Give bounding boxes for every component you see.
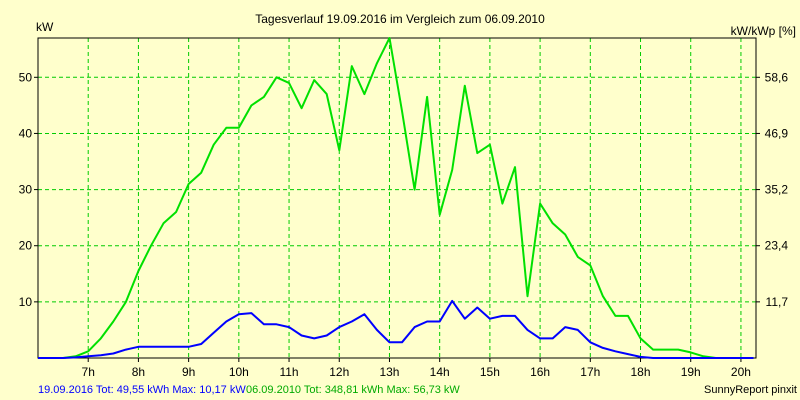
x-tick-label: 18h bbox=[631, 365, 651, 379]
y-axis-label-right: kW/kWp [%] bbox=[731, 24, 796, 38]
y-tick-label-left: 30 bbox=[19, 183, 33, 197]
x-tick-label: 12h bbox=[329, 365, 349, 379]
y-tick-label-left: 10 bbox=[19, 295, 33, 309]
x-tick-label: 9h bbox=[182, 365, 195, 379]
x-tick-label: 11h bbox=[279, 365, 298, 379]
credit-text: SunnyReport pinxit bbox=[704, 384, 797, 396]
y-axis-label-left: kW bbox=[36, 20, 54, 34]
x-tick-label: 14h bbox=[430, 365, 450, 379]
legend-green-series: 06.09.2010 Tot: 348,81 kWh Max: 56,73 kW bbox=[246, 384, 460, 396]
grid-lines bbox=[38, 38, 756, 358]
y-tick-label-right: 58,6 bbox=[765, 70, 789, 84]
series-line-green bbox=[38, 37, 754, 359]
x-tick-label: 17h bbox=[580, 365, 600, 379]
tick-labels: 7h 8h 9h 10h 11h 12h 13h 14h 15h 16h 17h 18h 19h 20h 1… bbox=[19, 70, 789, 379]
y-tick-label-right: 11,7 bbox=[766, 295, 789, 309]
x-tick-label: 15h bbox=[480, 365, 500, 379]
x-tick-label: 13h bbox=[379, 365, 399, 379]
chart-title: Tagesverlauf 19.09.2016 im Vergleich zum… bbox=[255, 12, 545, 26]
plot-area-border bbox=[37, 37, 757, 359]
x-tick-label: 16h bbox=[530, 365, 550, 379]
y-tick-label-left: 20 bbox=[19, 239, 33, 253]
series-lines bbox=[38, 37, 754, 359]
x-tick-label: 7h bbox=[82, 365, 95, 379]
legend-blue-series: 19.09.2016 Tot: 49,55 kWh Max: 10,17 kW bbox=[38, 384, 246, 396]
x-tick-label: 20h bbox=[731, 365, 751, 379]
y-tick-label-right: 23,4 bbox=[765, 239, 789, 253]
x-tick-label: 10h bbox=[229, 365, 249, 379]
y-tick-label-right: 46,9 bbox=[765, 126, 789, 140]
y-tick-label-right: 35,2 bbox=[765, 183, 789, 197]
x-tick-label: 19h bbox=[681, 365, 701, 379]
x-tick-label: 8h bbox=[132, 365, 145, 379]
series-line-blue bbox=[38, 299, 754, 359]
y-tick-label-left: 50 bbox=[19, 70, 33, 84]
y-tick-label-left: 40 bbox=[19, 126, 33, 140]
